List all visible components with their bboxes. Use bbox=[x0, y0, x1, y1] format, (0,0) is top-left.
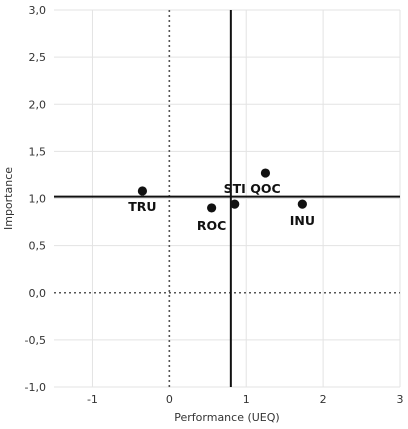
data-point-qoc bbox=[260, 168, 271, 178]
x-tick-label-3: 2 bbox=[320, 393, 327, 406]
data-points bbox=[137, 168, 307, 213]
x-tick-label-2: 1 bbox=[243, 393, 250, 406]
y-tick-label-8: 3,0 bbox=[29, 4, 47, 17]
data-point-inu bbox=[297, 199, 307, 209]
y-tick-label-5: 1,5 bbox=[29, 145, 47, 158]
x-tick-label-0: -1 bbox=[87, 393, 98, 406]
grid bbox=[54, 9, 401, 388]
data-point-roc bbox=[207, 203, 217, 213]
data-label-roc: ROC bbox=[197, 218, 226, 233]
data-label-tru: TRU bbox=[128, 199, 156, 214]
data-point-sti bbox=[230, 199, 240, 209]
x-axis-ticks: -1 0 1 2 3 bbox=[87, 393, 404, 406]
x-tick-label-1: 0 bbox=[166, 393, 173, 406]
y-tick-label-4: 1,0 bbox=[29, 193, 47, 206]
y-tick-label-2: 0,0 bbox=[29, 287, 47, 300]
data-label-sti: STI bbox=[224, 181, 246, 196]
y-tick-label-1: -0,5 bbox=[25, 334, 46, 347]
data-label-qoc: QOC bbox=[250, 181, 280, 196]
x-axis-title: Performance (UEQ) bbox=[174, 411, 279, 424]
x-tick-label-4: 3 bbox=[397, 393, 404, 406]
y-tick-label-0: -1,0 bbox=[25, 381, 46, 394]
data-point-tru bbox=[137, 186, 148, 196]
data-point-labels: TRU ROC STI QOC INU bbox=[128, 181, 315, 233]
data-label-inu: INU bbox=[290, 213, 315, 228]
reference-lines bbox=[54, 10, 400, 387]
y-axis-title: Importance bbox=[2, 167, 15, 230]
y-tick-label-7: 2,5 bbox=[29, 51, 47, 64]
y-tick-label-6: 2,0 bbox=[29, 98, 47, 111]
y-tick-label-3: 0,5 bbox=[29, 240, 47, 253]
y-axis-ticks: -1,0 -0,5 0,0 0,5 1,0 1,5 2,0 2,5 3,0 bbox=[25, 4, 46, 394]
